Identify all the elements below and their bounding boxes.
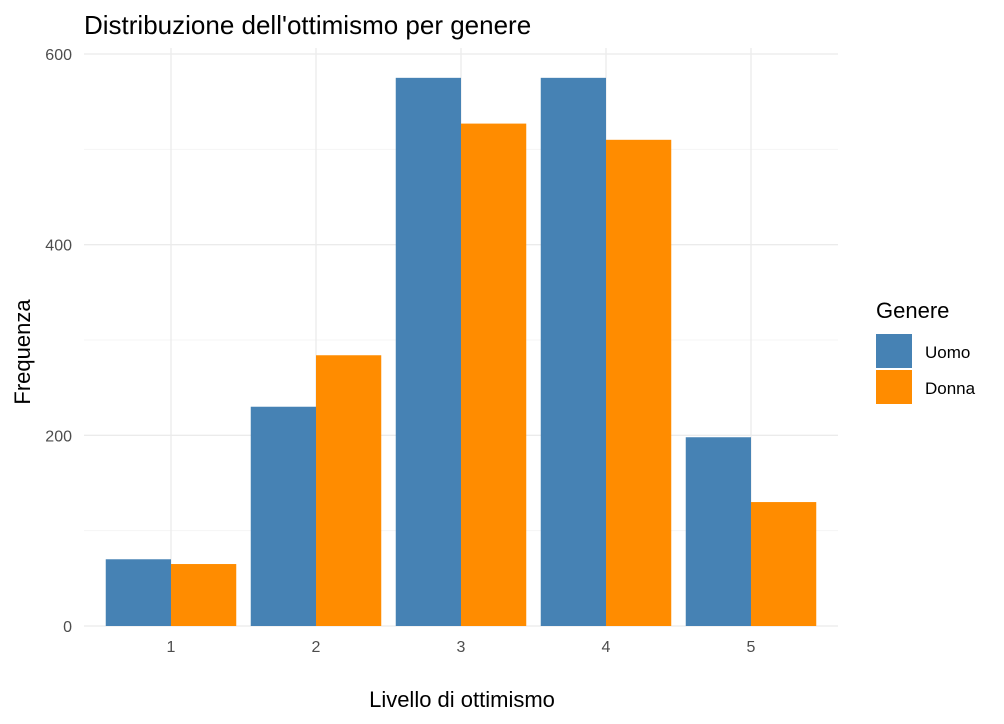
chart-title: Distribuzione dell'ottimismo per genere xyxy=(84,10,531,40)
x-tick-label: 3 xyxy=(457,639,466,656)
legend-title: Genere xyxy=(876,298,949,323)
x-tick-label: 4 xyxy=(602,639,611,656)
x-tick-label: 5 xyxy=(747,639,756,656)
bar-donna-3 xyxy=(461,123,527,627)
bar-donna-5 xyxy=(751,502,817,626)
bar-uomo-4 xyxy=(540,77,606,627)
x-tick-label: 1 xyxy=(167,639,176,656)
bar-uomo-2 xyxy=(250,406,316,626)
legend-label-uomo: Uomo xyxy=(925,343,970,362)
bar-donna-4 xyxy=(606,139,672,627)
bar-uomo-1 xyxy=(105,559,171,626)
x-axis-ticks: 1 2 3 4 5 xyxy=(167,639,756,656)
y-axis-ticks: 0 200 400 600 xyxy=(45,47,72,636)
bar-donna-1 xyxy=(171,564,237,626)
y-tick-label: 200 xyxy=(45,428,72,445)
legend-key-donna xyxy=(876,370,912,404)
bars xyxy=(105,77,817,627)
legend-key-uomo xyxy=(876,334,912,368)
y-tick-label: 600 xyxy=(45,47,72,64)
x-axis-title: Livello di ottimismo xyxy=(369,687,555,712)
legend-label-donna: Donna xyxy=(925,379,976,398)
bar-donna-2 xyxy=(316,355,382,626)
y-tick-label: 400 xyxy=(45,238,72,255)
bar-uomo-5 xyxy=(685,437,751,626)
x-tick-label: 2 xyxy=(312,639,321,656)
y-tick-label: 0 xyxy=(63,619,72,636)
bar-uomo-3 xyxy=(395,77,461,627)
y-axis-title: Frequenza xyxy=(10,299,35,405)
legend: Genere Uomo Donna xyxy=(876,298,976,404)
